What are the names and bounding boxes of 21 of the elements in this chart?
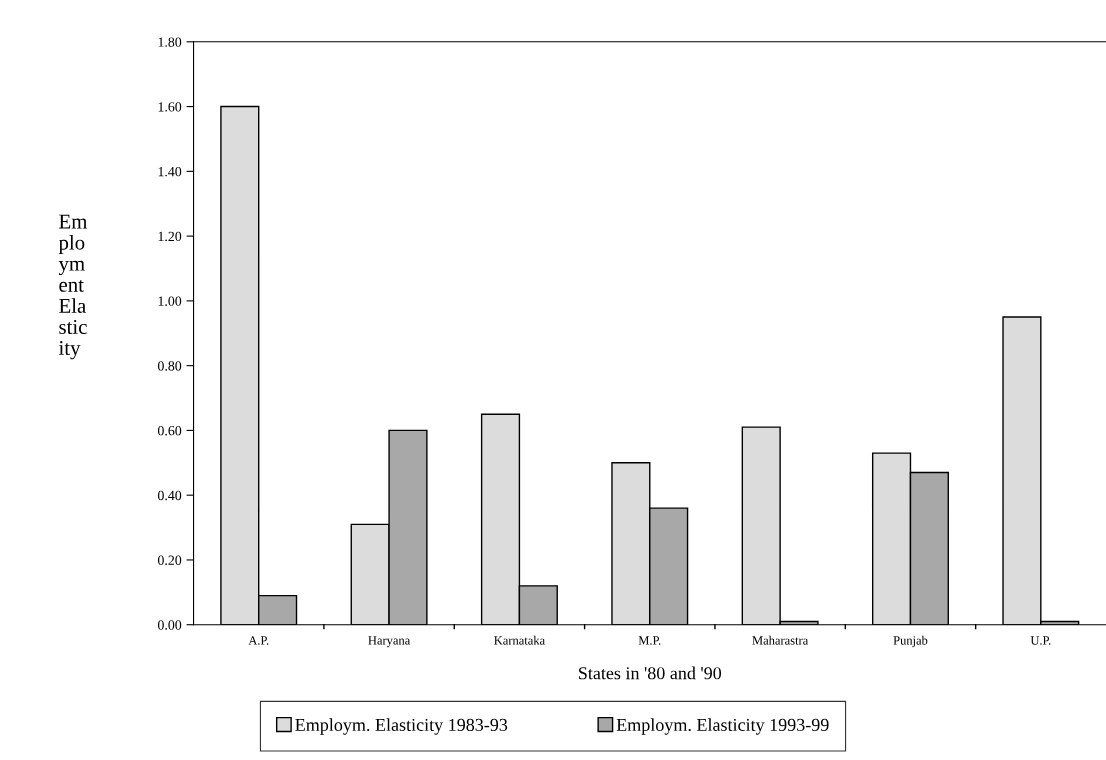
y-axis-title: Employment Elasticity <box>58 214 88 360</box>
x-tick-label: Karnataka <box>494 635 545 645</box>
y-tick-label: 0.60 <box>157 426 182 436</box>
x-tick-label: U.P. <box>1030 636 1051 645</box>
legend-label: Employm. Elasticity 1993-99 <box>616 718 829 735</box>
y-tick-label: 1.80 <box>158 37 182 47</box>
x-axis-title: States in '80 and '90 <box>579 666 722 680</box>
y-tick-label: 1.00 <box>158 296 182 306</box>
y-tick-label: 1.60 <box>158 102 182 112</box>
x-tick-label: A.P. <box>248 636 269 645</box>
x-tick-label: Maharastra <box>752 635 809 645</box>
x-tick-label: Haryana <box>368 636 411 648</box>
y-tick-label: 0.80 <box>157 361 182 371</box>
legend-label: Employm. Elasticity 1983-93 <box>295 718 508 735</box>
y-tick-label: 1.20 <box>158 231 182 242</box>
x-tick-label: M.P. <box>638 636 661 645</box>
y-tick-label: 0.40 <box>157 490 182 501</box>
x-tick-label: Punjab <box>893 635 928 648</box>
y-tick-label: 0.20 <box>157 555 182 565</box>
y-tick-label: 0.00 <box>157 620 182 630</box>
y-tick-label: 1.40 <box>158 166 182 177</box>
